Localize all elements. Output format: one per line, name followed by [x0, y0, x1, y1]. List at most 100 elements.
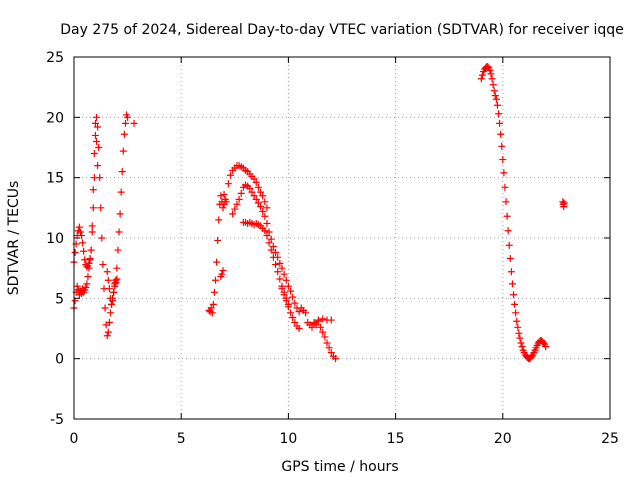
data-point — [332, 355, 340, 363]
data-point — [317, 323, 325, 331]
data-point — [284, 282, 292, 290]
data-point — [111, 280, 119, 288]
x-tick-label: 15 — [387, 431, 405, 447]
data-point — [291, 318, 299, 326]
data-point — [516, 334, 524, 342]
data-point — [287, 287, 295, 295]
data-point — [513, 317, 521, 325]
data-point — [261, 198, 269, 206]
data-point — [510, 291, 518, 299]
data-point — [261, 212, 269, 220]
data-point — [490, 87, 498, 95]
data-point — [80, 247, 88, 255]
data-point — [78, 232, 86, 240]
y-tick-label: 10 — [46, 231, 64, 247]
series-seg1a — [70, 119, 102, 312]
data-point — [263, 232, 271, 240]
data-point — [511, 300, 519, 308]
data-point — [518, 343, 526, 351]
data-point — [284, 303, 292, 311]
x-tick-label: 20 — [494, 431, 512, 447]
x-axis-label: GPS time / hours — [281, 459, 398, 475]
y-tick-label: -5 — [50, 412, 64, 428]
data-point — [506, 255, 514, 263]
data-point — [295, 308, 303, 316]
series-seg1d — [103, 111, 138, 308]
data-point — [503, 212, 511, 220]
data-point — [219, 204, 227, 212]
y-tick-label: 0 — [55, 352, 64, 368]
data-point — [103, 332, 111, 340]
series-seg2c — [229, 181, 303, 316]
x-tick-label: 10 — [279, 431, 297, 447]
data-point — [278, 285, 286, 293]
data-point — [488, 75, 496, 83]
data-point — [95, 144, 103, 151]
data-point — [105, 285, 113, 293]
data-point — [496, 119, 504, 127]
data-point — [495, 110, 503, 118]
data-point — [113, 275, 121, 283]
data-point — [274, 268, 282, 276]
data-point — [83, 263, 91, 271]
data-point — [99, 261, 107, 269]
data-point — [308, 323, 316, 331]
data-point — [302, 309, 310, 317]
data-point — [86, 255, 94, 263]
data-point — [514, 323, 522, 331]
data-point — [106, 309, 114, 317]
data-point — [327, 349, 335, 357]
data-point — [263, 220, 271, 228]
x-tick-label: 0 — [70, 431, 79, 447]
data-point — [291, 299, 299, 307]
data-point — [83, 280, 91, 288]
data-point — [213, 258, 221, 266]
data-point — [276, 275, 284, 283]
data-point — [269, 242, 277, 250]
data-point — [94, 162, 102, 170]
data-point — [93, 113, 101, 121]
data-point — [289, 314, 297, 322]
data-point — [265, 228, 273, 236]
data-point — [94, 123, 102, 131]
data-point — [212, 276, 220, 284]
series-seg2e — [278, 285, 340, 363]
data-point — [98, 234, 106, 242]
data-point — [280, 270, 288, 278]
data-point — [484, 63, 492, 71]
data-point — [227, 171, 235, 179]
data-point — [114, 246, 122, 254]
data-point — [499, 156, 507, 164]
data-point — [501, 183, 509, 191]
data-point — [512, 309, 520, 317]
data-point — [252, 178, 260, 186]
series-seg1c — [93, 113, 121, 340]
data-point — [252, 195, 260, 203]
data-point — [287, 309, 295, 317]
x-tick-label: 5 — [177, 431, 186, 447]
data-point — [108, 300, 116, 308]
data-point — [321, 333, 329, 341]
data-point — [75, 223, 83, 231]
data-point — [491, 92, 499, 100]
data-point — [88, 222, 96, 230]
data-point — [89, 186, 97, 194]
data-point — [295, 325, 303, 332]
grid — [74, 57, 610, 419]
data-point — [489, 81, 497, 89]
plot-frame — [73, 56, 611, 420]
data-point — [219, 267, 227, 275]
data-point — [101, 304, 109, 312]
data-point — [267, 235, 275, 243]
data-point — [314, 317, 322, 325]
data-point — [502, 198, 510, 206]
data-point — [119, 147, 127, 155]
y-tick-label: 15 — [46, 171, 64, 187]
data-point — [214, 236, 222, 244]
data-point — [115, 228, 123, 236]
data-point — [130, 119, 138, 127]
data-point — [97, 204, 105, 212]
data-point — [254, 183, 262, 191]
data-point — [515, 329, 523, 337]
data-point — [250, 192, 258, 200]
